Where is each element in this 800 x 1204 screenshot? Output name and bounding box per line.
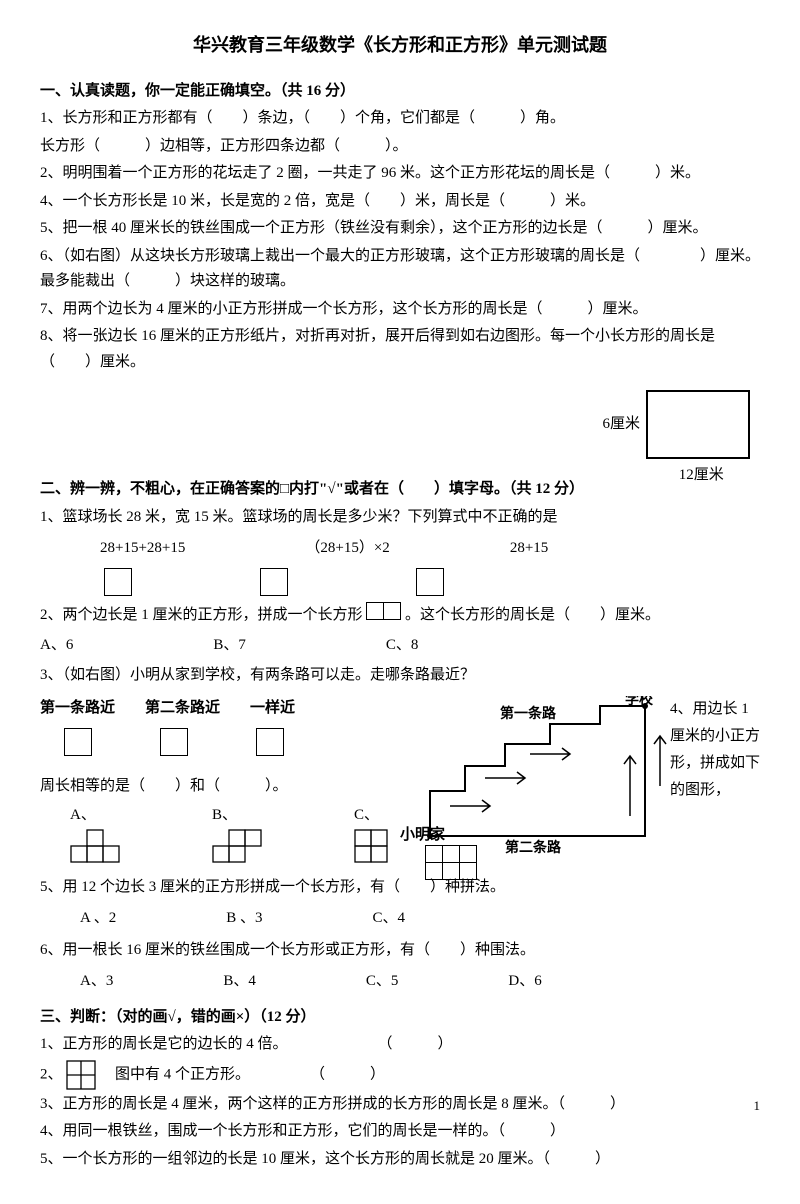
opt-c: C、	[354, 803, 390, 863]
four-square-icon	[66, 1060, 96, 1090]
s3-q5: 5、一个长方形的一组邻边的长是 10 厘米，这个长方形的周长就是 20 厘米。（…	[40, 1147, 760, 1173]
staircase-diagram: 学校 第一条路 第二条路 小明家	[410, 696, 650, 846]
opt-b: （28+15）×2	[305, 536, 389, 562]
checkbox[interactable]	[104, 568, 132, 596]
s1-q5: 5、把一根 40 厘米长的铁丝围成一个正方形（铁丝没有剩余），这个正方形的边长是…	[40, 216, 760, 242]
shape-b-icon	[212, 829, 264, 863]
s2-q1-options: 28+15+28+15 （28+15）×2 28+15	[100, 536, 760, 562]
s2-q4: 4、用边长 1 厘米的小正方形，拼成如下的图形，	[670, 696, 760, 804]
checkbox[interactable]	[416, 568, 444, 596]
fig-width-label: 12厘米	[652, 463, 750, 489]
opt-a: A、3	[80, 969, 113, 995]
s2-q3: 3、（如右图）小明从家到学校，有两条路可以走。走哪条路最近？	[40, 663, 760, 689]
s1-q8: 8、将一张边长 16 厘米的正方形纸片，对折再对折，展开后得到如右边图形。每一个…	[40, 324, 760, 375]
path2-label: 第二条路	[505, 839, 562, 856]
s2-q6-options: A、3 B、4 C、5 D、6	[80, 969, 760, 995]
s2-q2: 2、两个边长是 1 厘米的正方形，拼成一个长方形 。这个长方形的周长是（ ）厘米…	[40, 602, 760, 630]
opt-a: A、6	[40, 633, 73, 659]
opt-b: B、7	[213, 633, 246, 659]
choice-1: 第一条路近	[40, 696, 115, 722]
checkbox[interactable]	[260, 568, 288, 596]
s2-q5-options: A 、2 B 、3 C、4	[80, 906, 760, 932]
shape-a-icon	[70, 829, 122, 863]
opt-c: C、4	[373, 906, 406, 932]
rectangle-figure: 6厘米 12厘米	[602, 390, 750, 489]
opt-b: B、	[212, 803, 264, 863]
page-number: 1	[754, 1095, 761, 1117]
s1-q7: 7、用两个边长为 4 厘米的小正方形拼成一个长方形，这个长方形的周长是（ ）厘米…	[40, 297, 760, 323]
s2-q2-options: A、6 B、7 C、8	[40, 633, 760, 659]
s3-q1: 1、正方形的周长是它的边长的 4 倍。 （ ）	[40, 1032, 760, 1058]
checkbox[interactable]	[160, 728, 188, 756]
s1-q2: 2、明明围着一个正方形的花坛走了 2 圈，一共走了 96 米。这个正方形花坛的周…	[40, 161, 760, 187]
two-square-icon	[366, 602, 401, 630]
choice-3: 一样近	[250, 696, 295, 722]
s1-q1b: 长方形（ ）边相等，正方形四条边都（ ）。	[40, 134, 760, 160]
s2-q2-text-a: 2、两个边长是 1 厘米的正方形，拼成一个长方形	[40, 607, 363, 623]
s2-q5: 5、用 12 个边长 3 厘米的正方形拼成一个长方形，有（ ）种拼法。	[40, 875, 760, 901]
s2-q1-boxes	[100, 568, 760, 596]
opt-c: C、5	[366, 969, 399, 995]
opt-b: B、4	[223, 969, 256, 995]
s2-q2-text-b: 。这个长方形的周长是（ ）厘米。	[405, 607, 660, 623]
s1-q4: 4、一个长方形长是 10 米，长是宽的 2 倍，宽是（ ）米，周长是（ ）米。	[40, 189, 760, 215]
s3-q3: 3、正方形的周长是 4 厘米，两个这样的正方形拼成的长方形的周长是 8 厘米。（…	[40, 1092, 760, 1118]
opt-a: A 、2	[80, 906, 116, 932]
fig-height-label: 6厘米	[602, 412, 640, 438]
page-title: 华兴教育三年级数学《长方形和正方形》单元测试题	[40, 30, 760, 61]
opt-c: 28+15	[510, 536, 548, 562]
opt-a: A、	[70, 803, 122, 863]
s2-q4b: 周长相等的是（ ）和（ ）。	[40, 774, 390, 800]
s2-q6: 6、用一根长 16 厘米的铁丝围成一个长方形或正方形，有（ ）种围法。	[40, 938, 760, 964]
s1-q1: 1、长方形和正方形都有（ ）条边，（ ）个角，它们都是（ ）角。	[40, 106, 760, 132]
opt-c: C、8	[386, 633, 419, 659]
opt-d: D、6	[508, 969, 541, 995]
section1-head: 一、认真读题，你一定能正确填空。（共 16 分）	[40, 79, 760, 105]
s3-q2-prefix: 2、	[40, 1066, 63, 1082]
shape-options: A、 B、 C、	[70, 803, 390, 863]
section3-head: 三、判断：（对的画√，错的画×）（12 分）	[40, 1005, 760, 1031]
opt-a: 28+15+28+15	[100, 536, 185, 562]
s3-q2-suffix: 图中有 4 个正方形。 （ ）	[100, 1066, 385, 1082]
q3-choices: 第一条路近 第二条路近 一样近 周长相等的是（ ）和（ ）。 A、 B、 C、	[40, 696, 390, 867]
school-label: 学校	[625, 696, 654, 708]
s1-q6: 6、（如右图）从这块长方形玻璃上裁出一个最大的正方形玻璃，这个正方形玻璃的周长是…	[40, 244, 760, 295]
shape-c-icon	[354, 829, 390, 863]
checkbox[interactable]	[64, 728, 92, 756]
s3-q2: 2、 图中有 4 个正方形。 （ ）	[40, 1060, 760, 1090]
s2-q1: 1、篮球场长 28 米，宽 15 米。篮球场的周长是多少米？下列算式中不正确的是	[40, 505, 760, 531]
checkbox[interactable]	[256, 728, 284, 756]
grid-icon	[426, 846, 477, 880]
opt-b: B 、3	[226, 906, 262, 932]
path1-label: 第一条路	[500, 705, 557, 722]
choice-2: 第二条路近	[145, 696, 220, 722]
